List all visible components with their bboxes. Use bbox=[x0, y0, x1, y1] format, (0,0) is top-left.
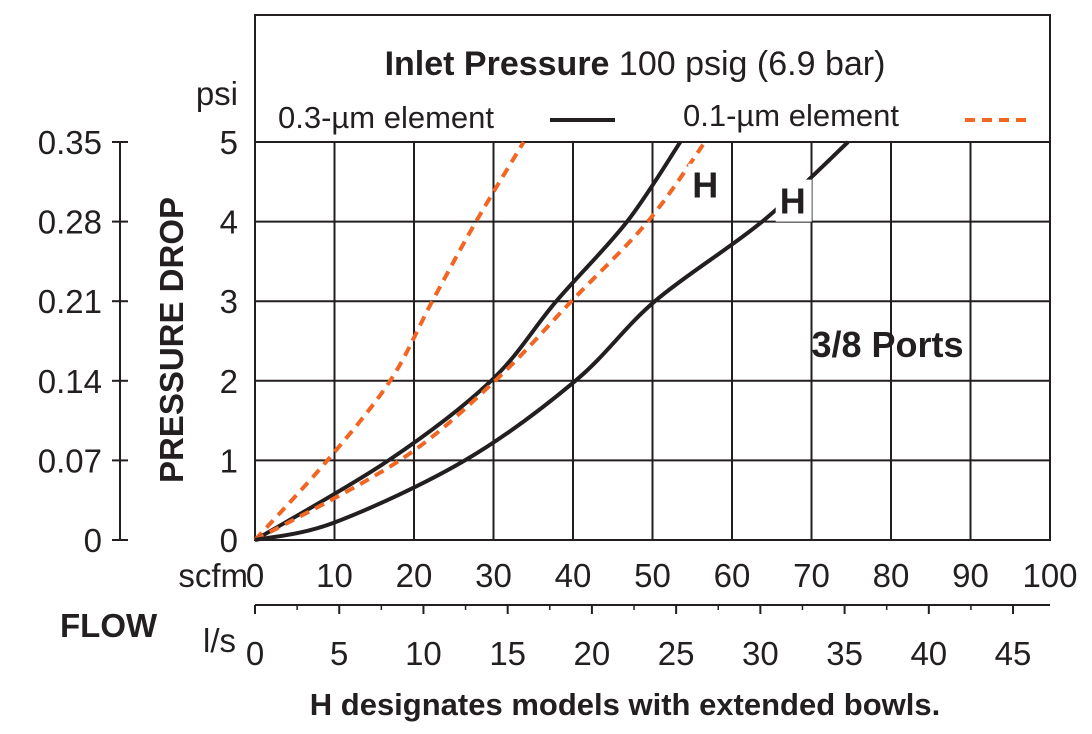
y-ticks: 0 0 1 0.07 2 0.14 3 0.21 4 0.28 5 0.35 bbox=[38, 124, 238, 559]
psi-tick-label: 3 bbox=[220, 283, 238, 320]
chart-title: Inlet Pressure 100 psig (6.9 bar) bbox=[385, 45, 886, 83]
psi-tick-label: 0 bbox=[220, 522, 238, 559]
scfm-tick-label: 50 bbox=[634, 557, 671, 594]
annotation-label: H bbox=[780, 181, 806, 222]
psi-tick-label: 2 bbox=[220, 363, 238, 400]
psi-tick-label: 1 bbox=[220, 442, 238, 479]
scfm-tick-label: 90 bbox=[952, 557, 989, 594]
psi-tick-label: 5 bbox=[220, 124, 238, 161]
bar-tick-label: 0.21 bbox=[38, 283, 102, 320]
ls-tick-label: 10 bbox=[405, 635, 442, 672]
x-ticks: 0 10 20 30 40 50 60 70 80 90 100 0 5 10 15 20 25 30 35 40 45 bbox=[246, 557, 1078, 672]
scfm-unit-label: scfm bbox=[178, 557, 248, 594]
ls-tick-label: 0 bbox=[246, 635, 264, 672]
bar-tick-label: 0 bbox=[84, 522, 102, 559]
ls-tick-label: 45 bbox=[995, 635, 1032, 672]
psi-tick-label: 4 bbox=[220, 204, 238, 241]
scfm-tick-label: 20 bbox=[396, 557, 433, 594]
legend-box-bg bbox=[256, 16, 1049, 141]
footnote: H designates models with extended bowls. bbox=[310, 687, 940, 722]
bar-tick-label: 0.14 bbox=[38, 363, 102, 400]
ls-tick-label: 25 bbox=[658, 635, 695, 672]
plot-frame bbox=[254, 14, 1051, 541]
scfm-tick-label: 30 bbox=[475, 557, 512, 594]
annotation-label: 3/8 Ports bbox=[812, 324, 964, 365]
scfm-tick-label: 80 bbox=[873, 557, 910, 594]
bar-tick-label: 0.07 bbox=[38, 442, 102, 479]
series-line-3 bbox=[254, 140, 850, 542]
legend-label-1: 0.1-µm element bbox=[683, 98, 899, 133]
ls-tick-label: 15 bbox=[489, 635, 526, 672]
series-line-0 bbox=[253, 140, 526, 542]
grid bbox=[255, 142, 1050, 540]
legend-label-0: 0.3-µm element bbox=[278, 100, 494, 135]
annotations: H H 3/8 Ports bbox=[688, 163, 964, 365]
annotation-bg bbox=[775, 179, 812, 222]
ls-tick-label: 40 bbox=[910, 635, 947, 672]
annotation-bg bbox=[688, 163, 725, 206]
series-line-1 bbox=[253, 140, 682, 542]
annotation-label: H bbox=[692, 165, 718, 206]
x-axis-title: FLOW bbox=[60, 607, 158, 644]
scfm-tick-label: 100 bbox=[1022, 557, 1077, 594]
scfm-tick-label: 70 bbox=[793, 557, 830, 594]
ls-tick-label: 5 bbox=[330, 635, 348, 672]
y-axis-title: PRESSURE DROP bbox=[153, 197, 190, 483]
scfm-tick-label: 10 bbox=[316, 557, 353, 594]
scfm-tick-label: 40 bbox=[555, 557, 592, 594]
ls-tick-label: 20 bbox=[574, 635, 611, 672]
bar-tick-label: 0.28 bbox=[38, 204, 102, 241]
series-line-2 bbox=[254, 140, 707, 542]
scfm-tick-label: 0 bbox=[246, 557, 264, 594]
scfm-tick-label: 60 bbox=[714, 557, 751, 594]
ls-tick-label: 35 bbox=[826, 635, 863, 672]
psi-unit-label: psi bbox=[196, 75, 238, 112]
series-group bbox=[253, 140, 850, 542]
ls-tick-label: 30 bbox=[742, 635, 779, 672]
bar-tick-label: 0.35 bbox=[38, 124, 102, 161]
ls-unit-label: l/s bbox=[203, 622, 236, 659]
